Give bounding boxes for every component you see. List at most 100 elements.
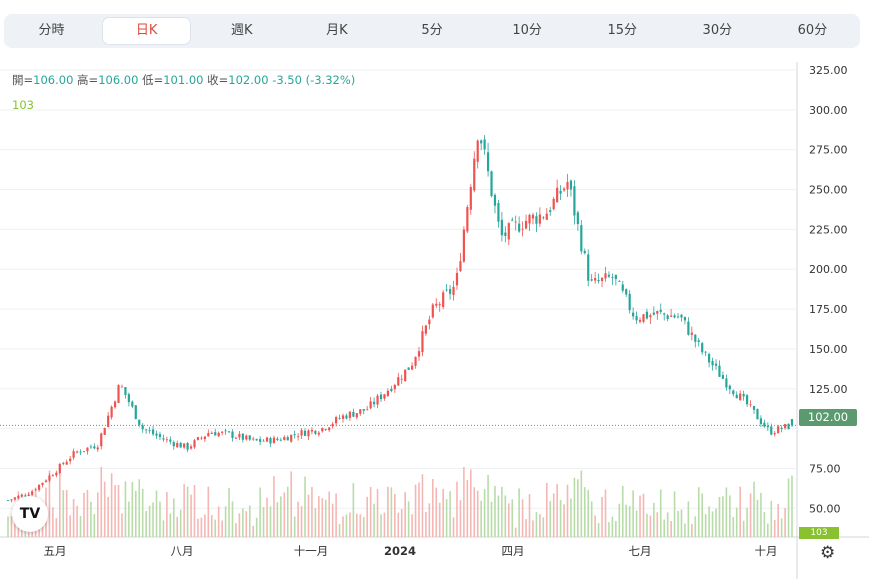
candle-body [376, 395, 379, 405]
candle-body [694, 334, 697, 342]
volume-bar [587, 489, 590, 537]
gear-icon[interactable]: ⚙ [820, 543, 836, 563]
volume-bar [235, 523, 237, 537]
high-value: 106.00 [98, 73, 139, 87]
volume-bar [255, 517, 258, 537]
candle-body [75, 451, 79, 453]
volume-bar [394, 493, 396, 537]
candle-body [638, 319, 642, 322]
candle-body [552, 198, 555, 210]
candle-body [566, 182, 569, 190]
candle-body [293, 434, 296, 436]
x-tick-label: 2024 [384, 544, 416, 558]
candle-body [531, 214, 535, 219]
candle-body [10, 499, 13, 501]
candle-body [480, 140, 483, 144]
candle-body [597, 279, 600, 282]
tab-1[interactable]: 日K [103, 18, 191, 44]
candle-body [556, 187, 559, 203]
volume-bar [649, 515, 652, 537]
tab-8[interactable]: 60分 [797, 23, 828, 38]
volume-bar [141, 488, 144, 537]
volume-bar [228, 487, 230, 537]
volume-bar [283, 492, 286, 537]
candle-body [200, 437, 203, 439]
volume-bar [577, 479, 579, 537]
volume-bar [632, 490, 634, 537]
tab-4[interactable]: 5分 [421, 23, 443, 38]
candle-body [138, 419, 141, 425]
tab-5[interactable]: 10分 [512, 23, 542, 38]
candle-body [455, 272, 459, 286]
candle-body [469, 187, 472, 210]
volume-bar [335, 493, 337, 537]
candle-body [659, 309, 662, 312]
candle-body [763, 422, 766, 427]
volume-bar [342, 516, 344, 537]
candle-body [431, 304, 434, 318]
volume-bar [725, 487, 728, 537]
tab-2[interactable]: 週K [231, 23, 253, 38]
y-tick-label: 325.00 [809, 64, 848, 77]
volume-bar [711, 511, 714, 537]
price-chart[interactable]: 325.00 300.00 275.00 250.00 225.00 200.00 175.… [0, 62, 869, 579]
candle-body [742, 394, 745, 397]
candle-body [628, 293, 631, 311]
candle-body [604, 273, 607, 279]
tab-3[interactable]: 月K [326, 23, 348, 38]
tab-0[interactable]: 分時 [38, 23, 65, 38]
candle-body [345, 415, 348, 419]
candle-body [511, 219, 514, 221]
tab-6[interactable]: 15分 [607, 23, 637, 38]
candle-body [297, 436, 300, 438]
candle-body [86, 447, 89, 452]
volume-bar [611, 516, 614, 537]
candle-body [107, 415, 110, 427]
candle-body [13, 497, 17, 500]
volume-bar [763, 512, 766, 537]
candle-body [521, 228, 524, 230]
volume-bar [62, 490, 65, 537]
candle-body [259, 439, 262, 442]
volume-bar [79, 516, 82, 537]
y-tick-label: 75.00 [809, 462, 841, 475]
volume-bar [756, 499, 759, 537]
volume-bar [590, 501, 593, 537]
candle-body [6, 500, 10, 502]
volume-bar [421, 474, 424, 537]
volume-bar [767, 523, 769, 537]
candle-body [507, 223, 510, 240]
candle-body [390, 388, 393, 392]
volume-bar [559, 499, 562, 537]
candle-body [234, 437, 238, 439]
candle-body [207, 433, 210, 437]
volume-bar [666, 512, 669, 537]
candle-body [728, 385, 731, 390]
candle-body [649, 315, 652, 318]
volume-bar [172, 498, 175, 537]
volume-bar [221, 520, 223, 537]
volume-bar [121, 513, 123, 537]
candle-body [721, 375, 725, 379]
volume-bar [504, 495, 507, 537]
candle-body [414, 356, 417, 366]
volume-bar [615, 520, 617, 537]
candle-body [276, 438, 279, 440]
tab-7[interactable]: 30分 [702, 23, 733, 38]
volume-bar [470, 469, 472, 537]
tradingview-logo[interactable]: TV [12, 496, 48, 532]
volume-bar [252, 525, 255, 537]
candle-body [317, 432, 320, 435]
candle-body [583, 250, 586, 254]
candle-body [362, 409, 365, 411]
candle-body [587, 254, 590, 281]
volume-bar [179, 509, 182, 537]
candle-body [473, 158, 476, 191]
volume-bar [383, 512, 386, 537]
volume-bar [72, 499, 75, 537]
candle-body [372, 401, 376, 405]
volume-bar [663, 519, 666, 537]
candle-body [369, 401, 372, 409]
volume-bar [473, 487, 476, 537]
candle-body [48, 475, 51, 481]
